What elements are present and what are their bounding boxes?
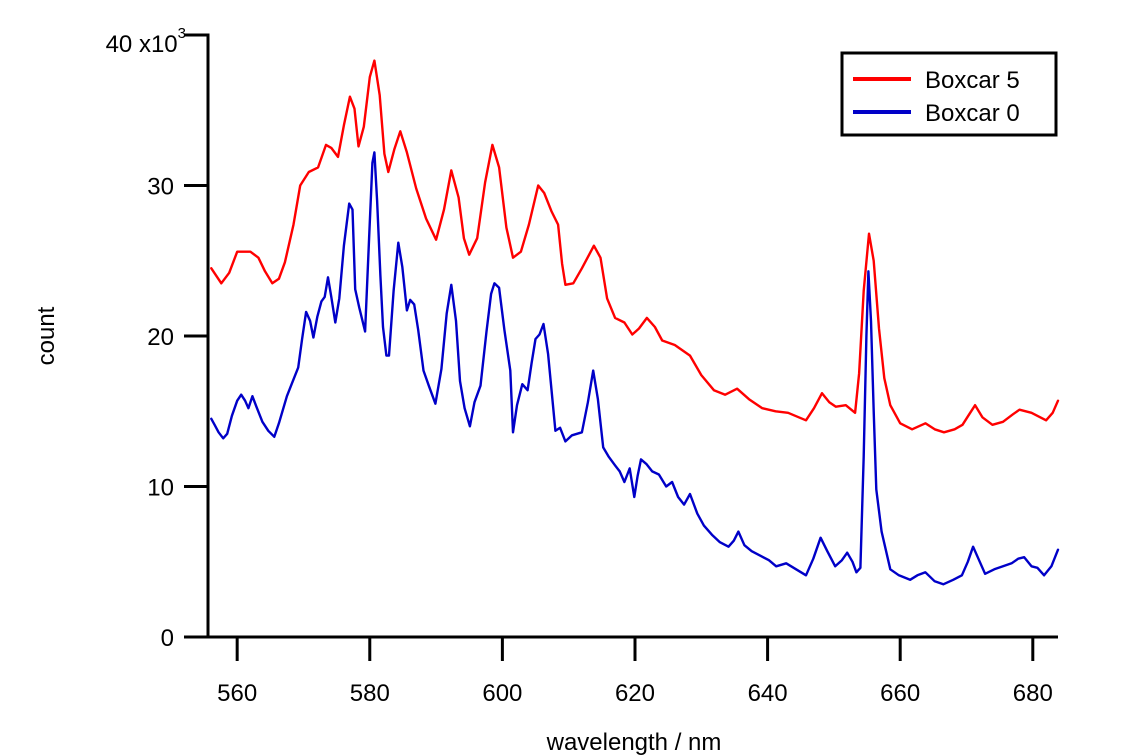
y-tick-label: 20 bbox=[147, 324, 174, 351]
x-axis-ticks: 560 580 600 620 640 660 680 bbox=[217, 637, 1053, 707]
y-axis-label: count bbox=[33, 306, 60, 365]
y-tick-label: 30 bbox=[147, 174, 174, 201]
legend-label-boxcar-5: Boxcar 5 bbox=[925, 67, 1020, 94]
y-axis-ticks: 0 10 20 30 bbox=[147, 33, 208, 652]
x-tick-label: 640 bbox=[748, 680, 788, 707]
legend: Boxcar 5 Boxcar 0 bbox=[840, 51, 1058, 137]
x-tick-label: 620 bbox=[615, 680, 655, 707]
y-axis-multiplier-exponent: 3 bbox=[178, 25, 186, 42]
series-line-boxcar-5 bbox=[210, 59, 1060, 434]
legend-label-boxcar-0: Boxcar 0 bbox=[925, 100, 1020, 127]
y-tick-label: 10 bbox=[147, 475, 174, 502]
series-layer bbox=[210, 59, 1060, 586]
x-tick-label: 600 bbox=[482, 680, 522, 707]
series-line-boxcar-0 bbox=[210, 151, 1060, 586]
x-axis-label: wavelength / nm bbox=[546, 729, 722, 756]
legend-box bbox=[840, 51, 1058, 137]
y-tick-label: 0 bbox=[161, 625, 174, 652]
y-axis-multiplier-text: x10 bbox=[139, 31, 178, 58]
y-axis-top-label: 40 bbox=[106, 31, 139, 58]
x-tick-label: 580 bbox=[350, 680, 390, 707]
y-axis-multiplier: 40 x103 bbox=[106, 25, 186, 58]
x-tick-label: 680 bbox=[1013, 680, 1053, 707]
x-tick-label: 660 bbox=[880, 680, 920, 707]
x-tick-label: 560 bbox=[217, 680, 257, 707]
